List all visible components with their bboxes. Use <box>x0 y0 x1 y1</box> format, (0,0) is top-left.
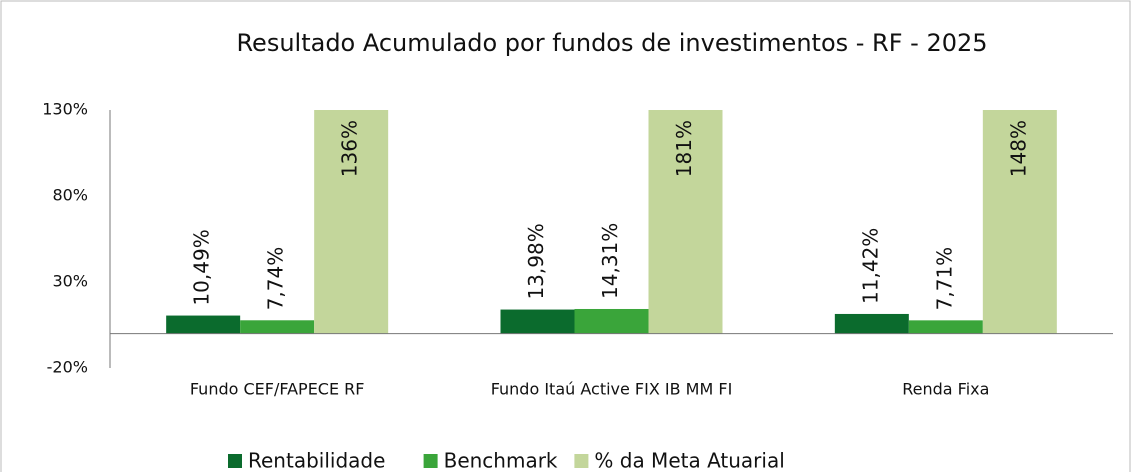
data-label: 10,49% <box>190 229 214 305</box>
bar <box>834 313 909 334</box>
y-tick-label: 30% <box>52 272 88 291</box>
data-label: 7,71% <box>932 247 956 311</box>
bar <box>314 110 389 334</box>
legend-label: Benchmark <box>444 449 558 472</box>
legend-swatch <box>228 454 242 468</box>
chart-title: Resultado Acumulado por fundos de invest… <box>236 29 987 57</box>
data-label: 136% <box>338 120 362 177</box>
bar <box>982 110 1057 334</box>
data-label: 148% <box>1006 120 1030 177</box>
legend-swatch <box>423 454 438 468</box>
y-tick-label: -20% <box>47 358 88 377</box>
legend-label: Rentabilidade <box>248 449 385 472</box>
data-label: 13,98% <box>524 223 548 299</box>
data-label: 14,31% <box>598 223 622 299</box>
bar <box>240 320 315 334</box>
legend-swatch <box>574 454 589 468</box>
bar <box>908 320 983 334</box>
y-tick-label: 130% <box>42 100 88 119</box>
data-label: 7,74% <box>264 247 288 311</box>
bar <box>648 110 723 334</box>
x-tick-label: Renda Fixa <box>902 380 989 399</box>
x-tick-label: Fundo CEF/FAPECE RF <box>190 380 365 399</box>
bar <box>166 315 241 334</box>
x-tick-label: Fundo Itaú Active FIX IB MM FI <box>491 380 733 399</box>
y-tick-label: 80% <box>52 186 88 205</box>
legend-label: % da Meta Atuarial <box>594 449 784 472</box>
data-label: 11,42% <box>858 228 882 304</box>
bar <box>574 308 649 334</box>
plot-area <box>166 110 1057 334</box>
data-label: 181% <box>672 120 696 177</box>
bar <box>500 309 575 334</box>
